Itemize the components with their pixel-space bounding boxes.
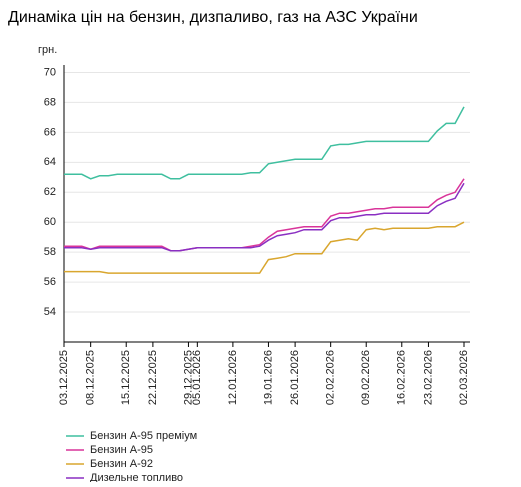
y-tick-label: 58 — [44, 246, 56, 258]
legend-label: Бензин А-92 — [90, 458, 153, 470]
series-line — [64, 178, 465, 252]
y-axis-label: грн. — [38, 44, 57, 56]
x-tick-label: 08.12.2025 — [85, 350, 97, 405]
x-tick-label: 22.12.2025 — [147, 350, 159, 405]
x-tick-label: 03.12.2025 — [58, 350, 70, 405]
y-tick-label: 62 — [44, 186, 56, 198]
y-tick-label: 64 — [44, 156, 56, 168]
x-tick-label: 16.02.2026 — [396, 350, 408, 405]
series-line — [64, 221, 465, 274]
x-tick-label: 15.12.2025 — [120, 350, 132, 405]
x-tick-label: 02.02.2026 — [325, 350, 337, 405]
x-tick-label: 12.01.2026 — [227, 350, 239, 405]
x-tick-label: 05.01.2026 — [191, 350, 203, 405]
x-tick-label: 26.01.2026 — [289, 350, 301, 405]
series-line — [64, 106, 465, 180]
y-tick-label: 60 — [44, 216, 56, 228]
legend-label: Бензин А-95 преміум — [90, 430, 197, 442]
x-tick-label: 02.03.2026 — [458, 350, 470, 405]
chart-title: Динаміка цін на бензин, дизпаливо, газ н… — [8, 9, 418, 26]
x-tick-label: 19.01.2026 — [262, 350, 274, 405]
y-tick-label: 70 — [44, 66, 56, 78]
y-tick-label: 54 — [44, 306, 56, 318]
legend-label: Дизельне топливо — [90, 472, 183, 482]
y-tick-label: 66 — [44, 126, 56, 138]
legend-label: Бензин А-95 — [90, 444, 153, 456]
x-tick-label: 23.02.2026 — [422, 350, 434, 405]
x-tick-label: 29.12.2025 — [182, 350, 194, 405]
series-line — [64, 182, 465, 252]
y-tick-label: 68 — [44, 96, 56, 108]
y-tick-label: 56 — [44, 276, 56, 288]
x-tick-label: 09.02.2026 — [360, 350, 372, 405]
